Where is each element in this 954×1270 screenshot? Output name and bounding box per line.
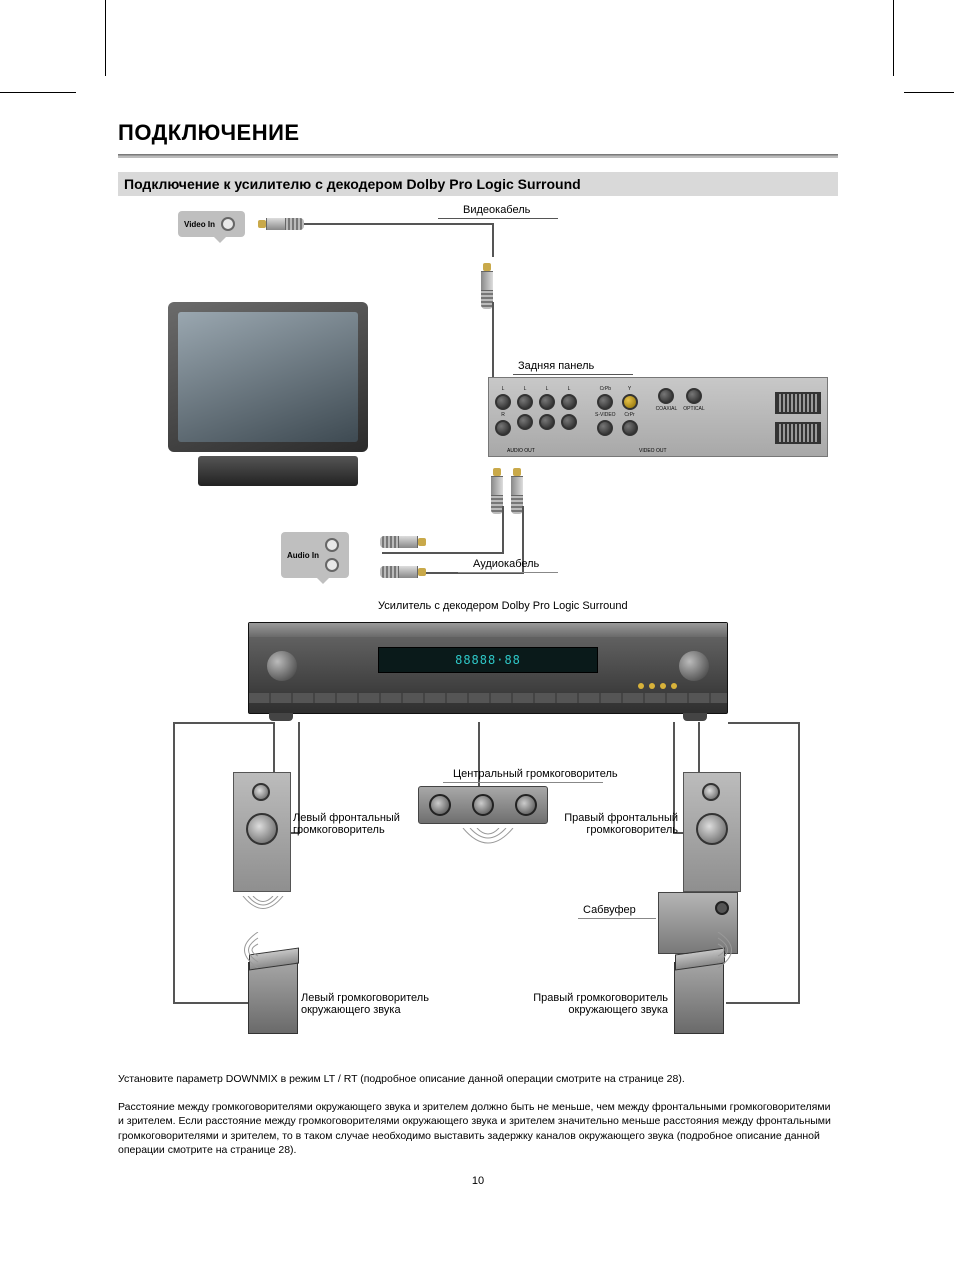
- tv-icon: [168, 302, 388, 492]
- right-surround-speaker-icon: [674, 962, 724, 1034]
- rear-panel: LR L L L CrPbS-VIDEO YCrPr COAXIAL OPTIC…: [488, 377, 828, 457]
- wire: [382, 552, 504, 554]
- label-line: [578, 918, 656, 919]
- wire: [173, 722, 175, 1002]
- connection-diagram: Video In Видеокабель Задняя панель LR L: [118, 202, 838, 1062]
- sound-wave-icon: [213, 932, 263, 968]
- sound-wave-icon: [458, 828, 518, 862]
- video-cable-label: Видеокабель: [463, 204, 530, 216]
- crop-mark: [105, 0, 106, 76]
- left-surround-speaker-icon: [248, 962, 298, 1034]
- rca-plug-icon: [380, 566, 426, 578]
- amplifier-icon: 88888·88: [248, 622, 728, 714]
- wire: [502, 506, 504, 552]
- wire: [726, 1002, 800, 1004]
- crop-mark: [0, 92, 76, 93]
- label-line: [438, 218, 558, 219]
- audio-in-callout: Audio In: [281, 532, 349, 578]
- title-rule: [118, 154, 838, 158]
- note-paragraph: Расстояние между громкоговорителями окру…: [118, 1100, 838, 1157]
- page-title: ПОДКЛЮЧЕНИЕ: [118, 120, 838, 146]
- panel-group-label: VIDEO OUT: [639, 448, 667, 454]
- rca-plug-icon: [258, 218, 304, 230]
- label-line: [513, 374, 633, 375]
- rear-panel-label: Задняя панель: [518, 360, 594, 372]
- subwoofer-label: Сабвуфер: [583, 904, 636, 916]
- rca-jack-icon: [325, 538, 339, 552]
- label-line: [458, 572, 558, 573]
- sound-wave-icon: [238, 896, 288, 926]
- sound-wave-icon: [713, 932, 763, 968]
- label-line: [443, 782, 603, 783]
- right-surround-label: Правый громкоговоритель окружающего звук…: [518, 992, 668, 1016]
- video-in-label: Video In: [184, 220, 215, 229]
- scart-icon: [775, 392, 821, 414]
- wire: [492, 302, 494, 380]
- amp-display: 88888·88: [378, 647, 598, 673]
- amp-caption: Усилитель с декодером Dolby Pro Logic Su…: [378, 600, 628, 612]
- wire: [304, 223, 494, 225]
- center-speaker-label: Центральный громкоговоритель: [453, 768, 618, 780]
- rca-jack-icon: [221, 217, 235, 231]
- panel-group-label: AUDIO OUT: [507, 448, 535, 454]
- crop-mark: [893, 0, 894, 76]
- audio-in-label: Audio In: [287, 551, 319, 560]
- scart-icon: [775, 422, 821, 444]
- right-front-speaker-icon: [683, 772, 741, 892]
- audio-cable-label: Аудиокабель: [473, 558, 539, 570]
- crop-mark: [904, 92, 954, 93]
- note-line-1: Установите параметр DOWNMIX в режим LT /…: [118, 1072, 838, 1086]
- left-front-label: Левый фронтальный громкоговоритель: [293, 812, 413, 836]
- center-speaker-icon: [418, 786, 548, 824]
- wire: [798, 722, 800, 1002]
- wire: [728, 722, 798, 724]
- wire: [173, 1002, 248, 1004]
- wire: [273, 722, 275, 772]
- rca-plug-icon: [380, 536, 426, 548]
- video-in-callout: Video In: [178, 211, 245, 237]
- section-subtitle: Подключение к усилителю с декодером Dolb…: [118, 172, 838, 196]
- wire: [173, 722, 273, 724]
- left-surround-label: Левый громкоговоритель окружающего звука: [301, 992, 451, 1016]
- wire: [492, 223, 494, 257]
- left-front-speaker-icon: [233, 772, 291, 892]
- rca-jack-icon: [325, 558, 339, 572]
- right-front-label: Правый фронтальный громкоговоритель: [548, 812, 678, 836]
- page-number: 10: [118, 1175, 838, 1187]
